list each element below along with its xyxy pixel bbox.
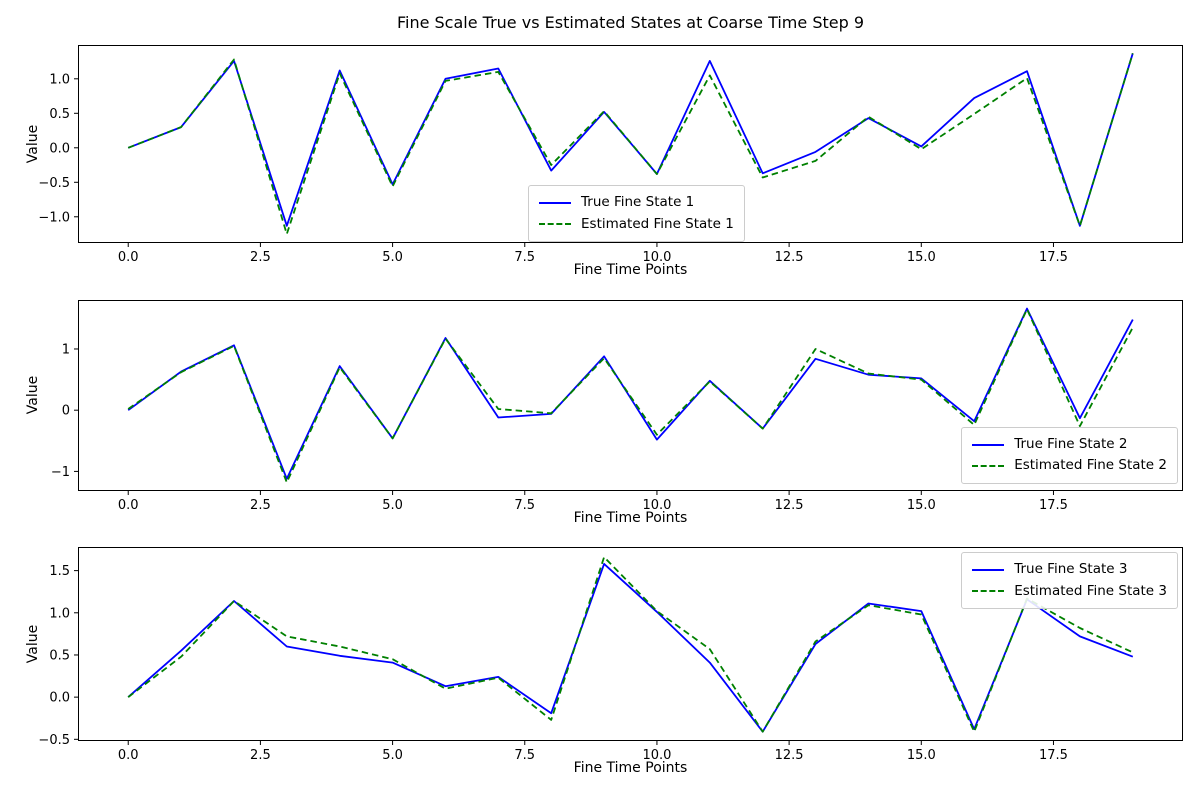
true-state-line [127, 562, 1134, 733]
legend: True Fine State 3 Estimated Fine State 3 [961, 552, 1178, 610]
x-tick-label: 2.5 [250, 250, 271, 265]
y-tick-label: 1.5 [49, 564, 70, 579]
legend-label: True Fine State 2 [1014, 435, 1128, 452]
y-tick-label: 0.5 [49, 107, 70, 122]
x-tick-label: 2.5 [250, 498, 271, 513]
x-tick-label: 7.5 [514, 748, 535, 763]
legend-label: Estimated Fine State 1 [581, 215, 734, 232]
legend-label: True Fine State 3 [1014, 561, 1128, 577]
legend-item: True Fine State 3 [972, 559, 1167, 581]
x-axis-label: Fine Time Points [573, 510, 688, 526]
true-line-sample [539, 201, 571, 204]
y-axis-label: Value [25, 375, 41, 415]
subplot-2: True Fine State 2 Estimated Fine State 2… [51, 300, 1183, 513]
y-axis-label: Value [25, 624, 41, 664]
x-tick-label: 12.5 [775, 250, 804, 265]
y-tick-label: 1.0 [49, 606, 70, 621]
x-tick-label: 15.0 [907, 748, 936, 763]
x-tick-label: 12.5 [775, 748, 804, 763]
x-tick-label: 10.0 [642, 498, 671, 513]
y-tick-label: −0.5 [38, 733, 70, 748]
legend-item: True Fine State 1 [539, 192, 734, 214]
estimated-line-sample [539, 223, 571, 226]
legend-item: True Fine State 2 [972, 434, 1167, 456]
x-tick-label: 7.5 [514, 250, 535, 265]
y-tick-label: 0.0 [49, 691, 70, 706]
x-tick-label: 12.5 [775, 498, 804, 513]
x-tick-label: 15.0 [907, 250, 936, 265]
x-axis-label: Fine Time Points [573, 760, 688, 776]
y-tick-label: 0.5 [49, 648, 70, 663]
subplot-3-canvas: 0.0 2.5 5.0 7.5 10.0 12.5 15.0 17.5 −0.5 0.0 0.5 1.… [38, 547, 1183, 763]
x-tick-label: 5.0 [382, 250, 403, 265]
axes-border [78, 300, 1183, 491]
y-tick-label: 0 [62, 404, 70, 419]
true-line-sample [972, 443, 1005, 446]
estimated-line-sample [972, 590, 1005, 593]
x-tick-label: 10.0 [642, 250, 671, 265]
estimated-state-line [127, 556, 1134, 733]
x-tick-label: 10.0 [642, 748, 671, 763]
x-tick-label: 15.0 [907, 498, 936, 513]
figure-title: Fine Scale True vs Estimated States at C… [396, 13, 865, 32]
legend-item: Estimated Fine State 2 [972, 455, 1167, 477]
x-tick-label: 5.0 [382, 498, 403, 513]
x-axis-label: Fine Time Points [573, 262, 688, 278]
x-tick-label: 7.5 [514, 498, 535, 513]
legend-label: Estimated Fine State 2 [1014, 457, 1167, 474]
x-tick-label: 0.0 [118, 250, 139, 265]
legend-item: Estimated Fine State 3 [972, 581, 1167, 603]
legend-label: True Fine State 1 [581, 194, 695, 210]
y-tick-label: −1 [51, 465, 70, 480]
legend: True Fine State 1 Estimated Fine State 1 [528, 185, 745, 243]
x-tick-label: 0.0 [118, 748, 139, 763]
x-tick-label: 0.0 [118, 498, 139, 513]
axes-border [78, 547, 1183, 741]
legend-item: Estimated Fine State 1 [539, 214, 734, 236]
legend: True Fine State 2 Estimated Fine State 2 [961, 426, 1178, 484]
subplot-2-canvas: 0.0 2.5 5.0 7.5 10.0 12.5 15.0 17.5 −1 0 1 [51, 300, 1183, 513]
y-tick-label: 1 [62, 342, 70, 357]
y-tick-label: 0.0 [49, 141, 70, 156]
estimated-state-line [127, 308, 1134, 484]
x-tick-label: 5.0 [382, 748, 403, 763]
subplot-1-canvas: 0.0 2.5 5.0 7.5 10.0 12.5 15.0 17.5 −1.0 −0.5 0.0 0… [38, 45, 1183, 265]
x-tick-label: 2.5 [250, 748, 271, 763]
subplot-3: True Fine State 3 Estimated Fine State 3… [38, 547, 1183, 763]
true-line-sample [972, 568, 1005, 571]
estimated-state-line [127, 53, 1134, 235]
y-tick-label: 1.0 [49, 72, 70, 87]
y-tick-label: −0.5 [38, 176, 70, 191]
estimated-line-sample [972, 465, 1005, 468]
legend-label: Estimated Fine State 3 [1014, 582, 1167, 599]
x-tick-label: 17.5 [1039, 498, 1068, 513]
y-tick-label: −1.0 [38, 210, 70, 225]
x-tick-label: 17.5 [1039, 748, 1068, 763]
axes-border [78, 45, 1183, 243]
x-tick-label: 17.5 [1039, 250, 1068, 265]
y-axis-label: Value [25, 124, 41, 164]
subplot-1: True Fine State 1 Estimated Fine State 1… [38, 45, 1183, 265]
